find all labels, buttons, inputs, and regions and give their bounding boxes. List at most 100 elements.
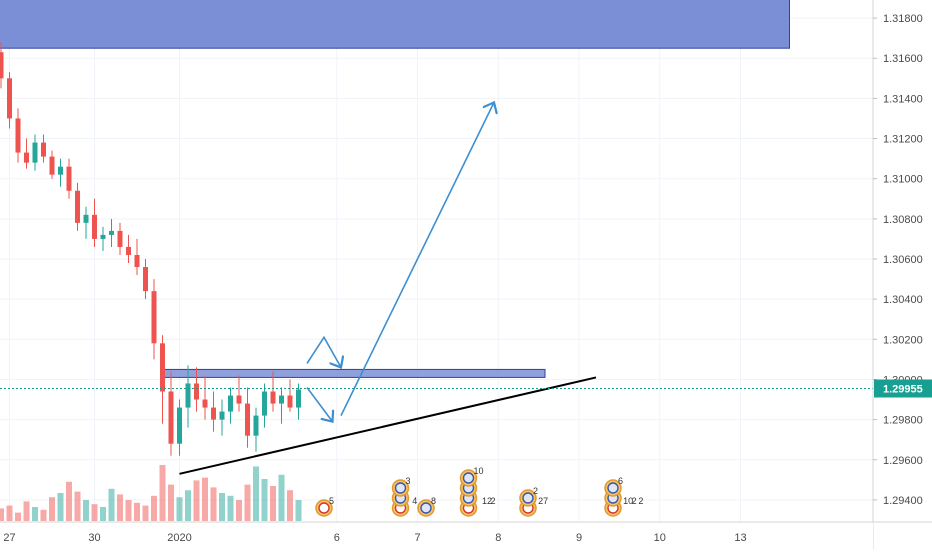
economic-event[interactable]: 3 xyxy=(391,476,411,517)
time-axis[interactable]: 27 30 2020 6 7 8 9 10 13 xyxy=(0,521,932,550)
candle-body xyxy=(296,389,301,408)
arrow-breakout-path[interactable] xyxy=(340,102,494,416)
economic-event[interactable]: 2 xyxy=(491,496,496,506)
volume-bar xyxy=(117,494,123,521)
candle-body xyxy=(66,166,72,191)
flag-inner-icon xyxy=(462,472,475,484)
candle-body xyxy=(202,399,208,408)
price-tick-label: 1.29400 xyxy=(883,495,923,507)
zones[interactable] xyxy=(0,0,790,378)
economic-event[interactable]: 4 xyxy=(412,496,417,506)
resistance-zone[interactable] xyxy=(162,368,546,378)
flag-inner-icon xyxy=(394,482,407,494)
candle-body xyxy=(236,395,242,404)
volume-bar xyxy=(185,490,191,521)
time-tick-label: 10 xyxy=(654,532,666,544)
time-axis-bg xyxy=(0,522,873,550)
volume-bar xyxy=(57,493,64,521)
volume-bar xyxy=(236,500,242,521)
flag-inner-icon xyxy=(607,482,619,494)
volume-bar xyxy=(142,505,149,521)
candle-body xyxy=(134,254,140,268)
price-tick-label: 1.30600 xyxy=(883,254,923,266)
event-count: 2 xyxy=(533,486,538,496)
volume-bar xyxy=(159,465,166,521)
candle-body xyxy=(126,246,131,255)
volume-bar xyxy=(261,479,268,521)
event-count: 3 xyxy=(406,476,411,486)
price-tick-label: 1.31600 xyxy=(883,53,923,65)
economic-event[interactable]: 27 xyxy=(538,496,548,506)
candle-body xyxy=(24,152,29,163)
volume-bar xyxy=(66,481,72,521)
price-tick-label: 1.31200 xyxy=(883,134,923,146)
economic-event[interactable]: 10 xyxy=(623,496,633,506)
event-count: 4 xyxy=(412,496,417,506)
volume-bar xyxy=(210,487,217,521)
economic-event[interactable]: 8 xyxy=(417,496,436,517)
volume-bar xyxy=(219,493,225,521)
time-tick-label: 13 xyxy=(734,532,746,544)
grid xyxy=(0,0,873,522)
economic-event[interactable]: 12 xyxy=(482,496,492,506)
volume-bar xyxy=(32,507,38,521)
volume-bar xyxy=(295,500,302,521)
flag-inner-icon xyxy=(420,502,432,514)
volume-bar xyxy=(6,505,13,521)
drawings[interactable] xyxy=(179,102,597,475)
arrow-down-path[interactable] xyxy=(306,387,333,421)
candle-body xyxy=(270,391,276,404)
volume-bar xyxy=(40,509,47,521)
economic-event[interactable]: 6 xyxy=(604,476,623,517)
economic-event[interactable]: 5 xyxy=(315,496,334,517)
flag-inner-icon xyxy=(318,502,330,514)
volume-bar xyxy=(74,491,81,521)
arrow-retest-path[interactable] xyxy=(306,335,341,367)
candle-body xyxy=(279,395,284,404)
volume-bar xyxy=(168,484,174,521)
candle-body xyxy=(75,190,80,223)
price-tick-label: 1.31800 xyxy=(883,13,923,25)
volume-bar xyxy=(202,477,208,521)
volume-bar xyxy=(23,501,30,521)
economic-event[interactable]: 10 xyxy=(459,466,484,517)
time-tick-label: 7 xyxy=(414,532,420,544)
candle-body xyxy=(194,383,199,400)
candle-body xyxy=(168,391,174,444)
support-trendline[interactable] xyxy=(179,376,597,475)
top-supply-zone[interactable] xyxy=(0,0,790,49)
candle-body xyxy=(15,118,21,153)
candle-body xyxy=(160,343,165,392)
flag-inner-icon xyxy=(522,492,534,504)
price-axis-bg xyxy=(873,0,932,550)
event-count: 8 xyxy=(431,496,436,506)
price-axis[interactable]: 1.31800 1.31600 1.31400 1.31200 1.31000 1.308… xyxy=(872,0,932,550)
current-price-label: 1.29955 xyxy=(883,383,923,395)
event-count: 10 xyxy=(623,496,633,506)
event-count: 2 xyxy=(491,496,496,506)
event-count: 2 xyxy=(632,496,637,506)
candle-body xyxy=(228,395,233,412)
candle-body xyxy=(7,78,12,119)
candle-body xyxy=(49,156,55,175)
volume-bar xyxy=(108,488,115,521)
price-tick-label: 1.29600 xyxy=(883,455,923,467)
price-tick-label: 1.30400 xyxy=(883,294,923,306)
economic-event[interactable]: 2 xyxy=(638,496,643,506)
volume-bar xyxy=(227,495,234,521)
volume-bar xyxy=(287,490,293,521)
economic-event[interactable]: 2 xyxy=(632,496,637,506)
current-price-badge xyxy=(874,379,932,398)
volume-bar xyxy=(134,502,140,521)
event-count: 6 xyxy=(618,476,623,486)
volume-bars xyxy=(0,465,302,521)
volume-bar xyxy=(125,500,132,521)
candle-body xyxy=(185,383,191,408)
candle-body xyxy=(245,403,250,436)
volume-bar xyxy=(15,512,21,521)
volume-bar xyxy=(83,500,89,521)
economic-event[interactable]: 2 xyxy=(519,486,538,517)
